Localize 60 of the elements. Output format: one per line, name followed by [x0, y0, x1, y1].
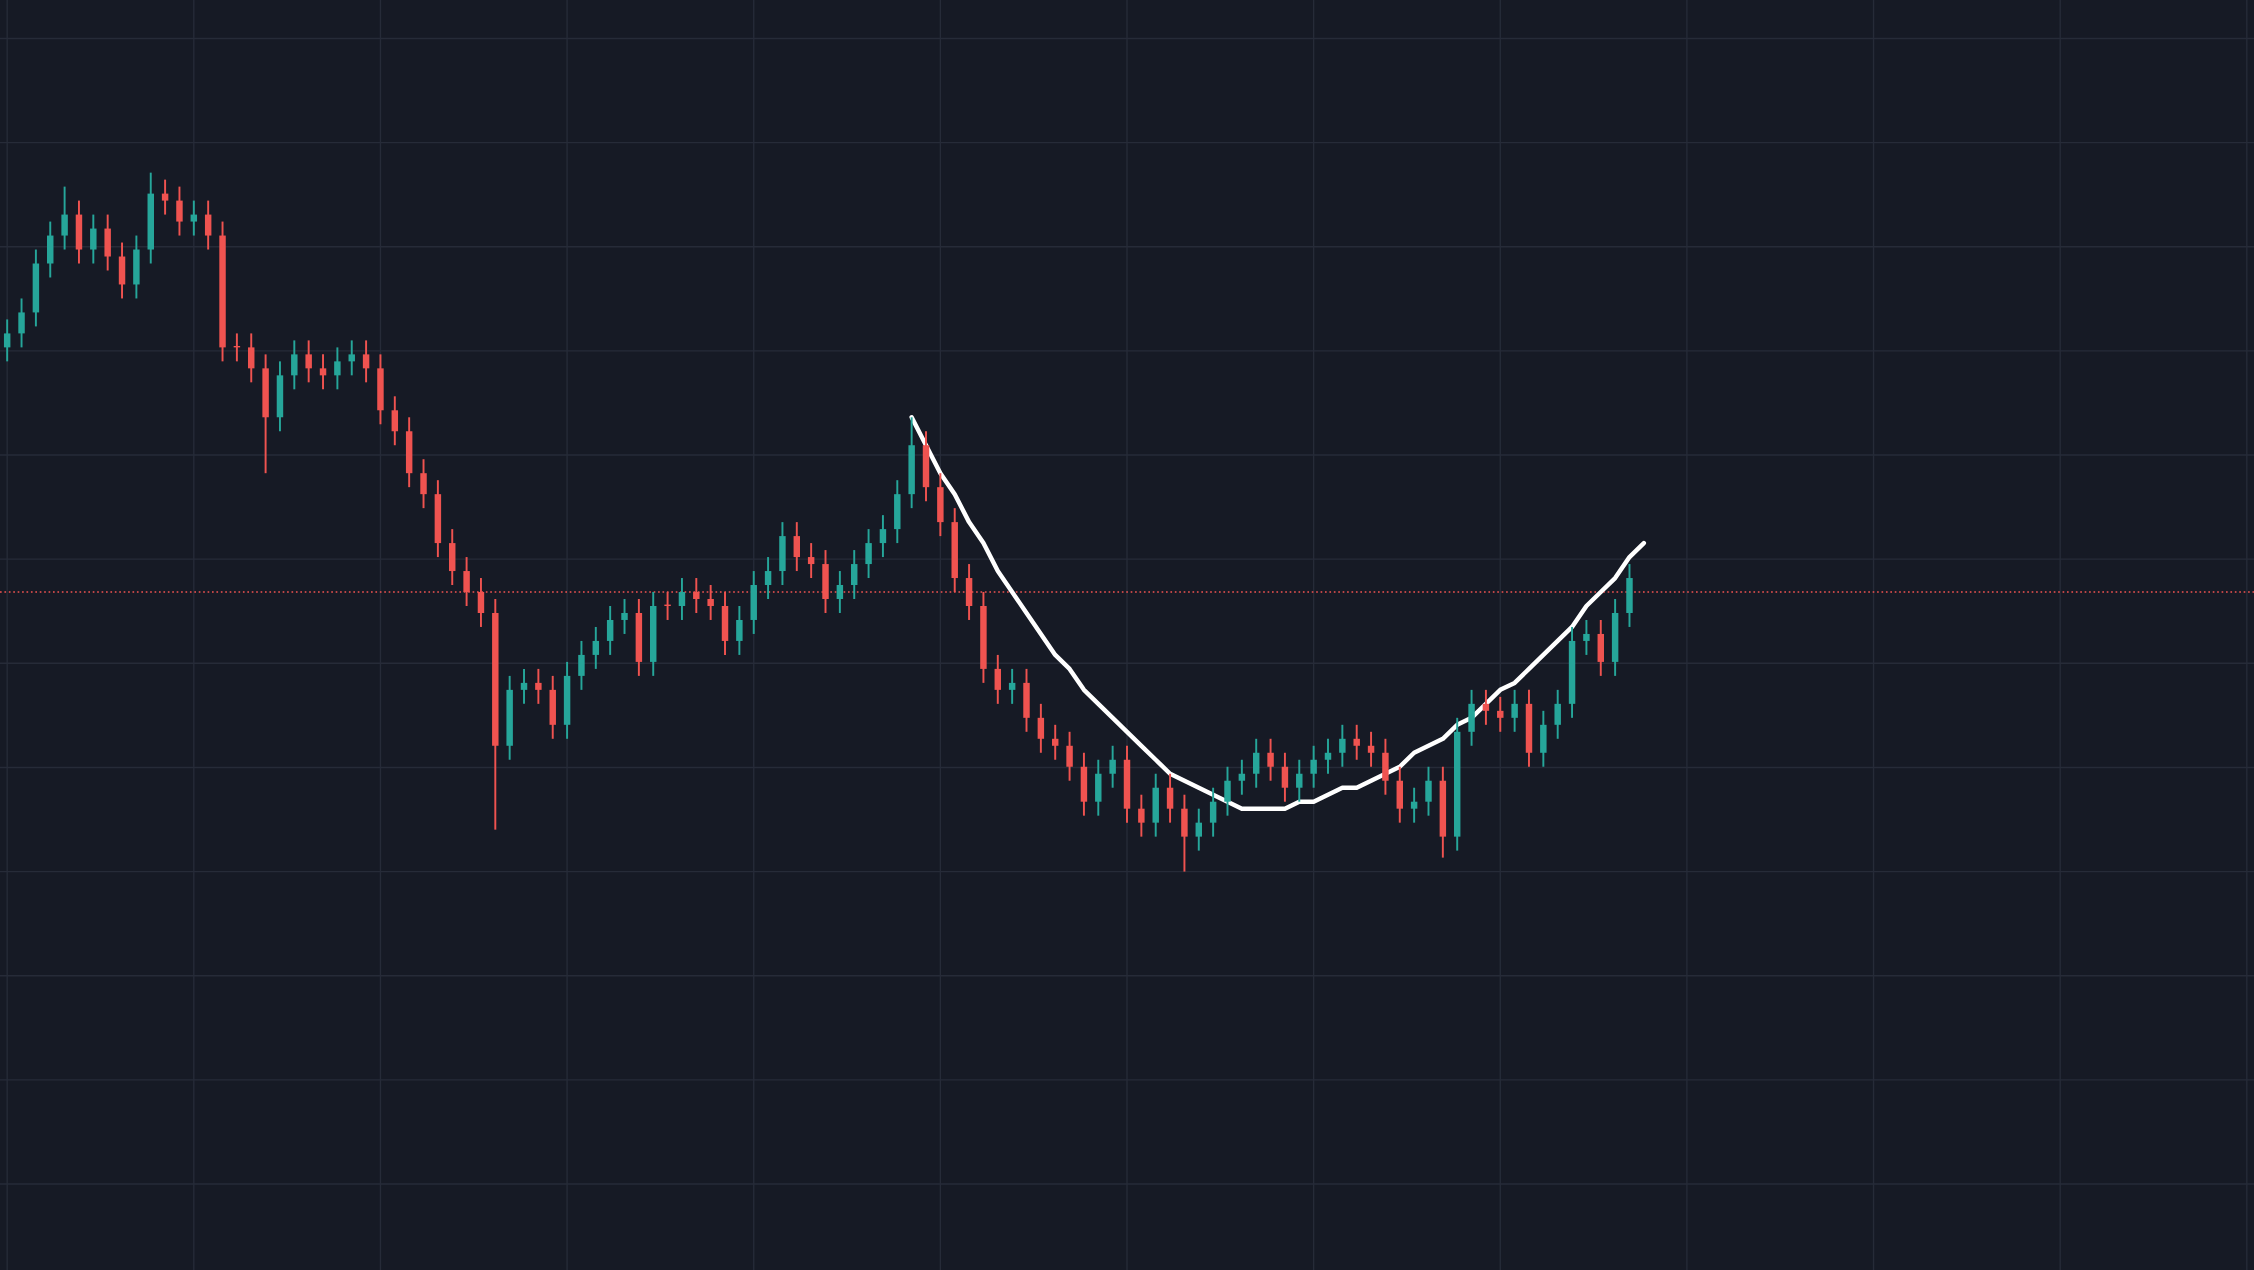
- candlestick: [1367, 730, 1375, 768]
- candlestick: [61, 185, 68, 251]
- candlestick: [3, 318, 11, 363]
- candlestick: [1037, 702, 1045, 754]
- candlestick: [176, 185, 183, 237]
- candlestick: [1209, 786, 1217, 838]
- candlestick: [18, 297, 25, 349]
- candlestick: [1353, 723, 1360, 761]
- candlestick: [334, 346, 341, 391]
- candlestick: [1051, 723, 1059, 761]
- candlestick: [1482, 688, 1490, 726]
- candlestick: [1166, 772, 1174, 824]
- candlestick: [90, 213, 97, 265]
- candlestick: [161, 178, 169, 216]
- candlestick: [1410, 786, 1418, 824]
- candlestick: [578, 639, 585, 691]
- candlestick: [1267, 737, 1274, 782]
- candlestick: [1252, 737, 1260, 789]
- candlestick: [1583, 619, 1590, 656]
- candlestick: [807, 542, 815, 580]
- candlestick: [1066, 730, 1073, 782]
- candlestick: [850, 549, 858, 600]
- candlestick: [1310, 744, 1317, 789]
- candlestick: [865, 528, 872, 580]
- candlestick: [1339, 723, 1346, 768]
- candlestick: [1296, 758, 1303, 803]
- candlestick: [362, 339, 370, 384]
- candlestick: [678, 577, 686, 621]
- candlestick: [520, 667, 528, 705]
- candlestick: [319, 353, 327, 391]
- candlestick: [606, 605, 614, 656]
- candlestick: [391, 395, 399, 447]
- candlestick: [305, 339, 312, 384]
- candlestick: [1425, 765, 1432, 817]
- candlestick: [1554, 688, 1561, 740]
- candlestick: [592, 625, 600, 670]
- candlestick: [1324, 737, 1332, 775]
- candlestick: [879, 514, 887, 559]
- candlestick: [1511, 688, 1518, 733]
- candlestick: [1224, 765, 1231, 817]
- candlestick: [994, 653, 1002, 705]
- candlestick: [204, 199, 212, 251]
- candlestick: [348, 339, 355, 377]
- candlestick: [793, 521, 801, 573]
- candlestick: [420, 458, 427, 510]
- candlestick: [535, 667, 542, 705]
- candlestick: [1138, 793, 1145, 838]
- candlestick: [736, 605, 743, 656]
- candlestick: [1238, 758, 1246, 796]
- candlestick: [1281, 751, 1289, 803]
- candlestick: [1195, 807, 1203, 852]
- candlestick: [1008, 667, 1016, 705]
- candlestick: [1109, 744, 1116, 789]
- candlestick: [764, 556, 772, 600]
- candlestick: [836, 570, 844, 614]
- candlestick: [190, 199, 198, 237]
- candlestick: [291, 339, 298, 391]
- candlestick: [621, 598, 628, 635]
- candlestick: [1497, 695, 1504, 733]
- candlestick: [248, 332, 255, 384]
